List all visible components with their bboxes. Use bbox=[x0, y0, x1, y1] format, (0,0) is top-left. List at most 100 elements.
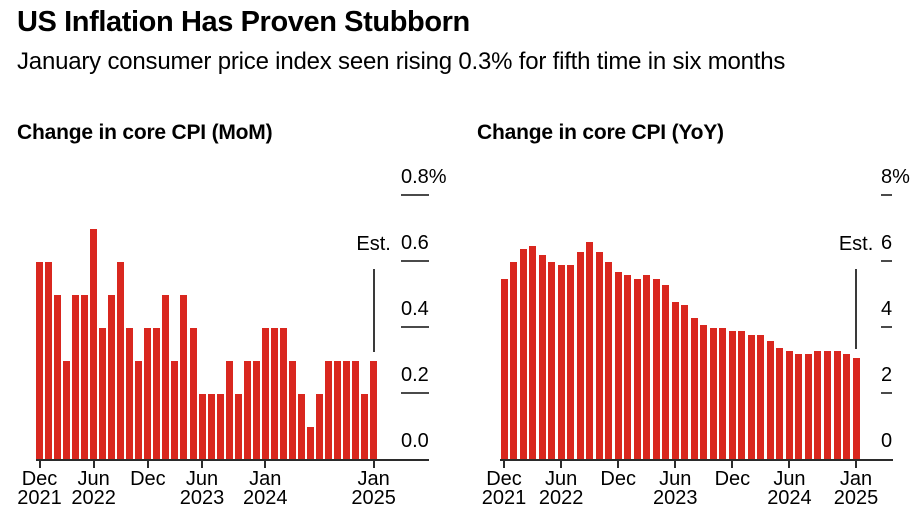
bar-apr-2023 bbox=[180, 295, 188, 460]
x-axis-label: Jun 2024 bbox=[749, 469, 829, 509]
y-axis-tick bbox=[401, 260, 429, 262]
y-axis-tick bbox=[401, 392, 429, 394]
bar-jun-2023 bbox=[198, 394, 206, 460]
bar-mar-2022 bbox=[63, 361, 71, 460]
x-axis-label-month: Dec bbox=[21, 468, 58, 490]
bar-sep-2022 bbox=[117, 262, 125, 460]
estimate-label: Est. bbox=[838, 233, 874, 255]
y-axis-label: 4 bbox=[881, 298, 893, 320]
x-axis-label-month: Dec bbox=[130, 468, 166, 490]
bar-nov-2023 bbox=[719, 328, 727, 460]
x-axis-label: Jan 2024 bbox=[225, 468, 305, 507]
x-axis-tick bbox=[855, 461, 858, 468]
bar-dec-2024 bbox=[361, 394, 369, 460]
bar-dec-2023 bbox=[252, 361, 260, 460]
estimate-line bbox=[372, 269, 375, 352]
bar-sep-2023 bbox=[225, 361, 233, 460]
bar-dec-2022 bbox=[614, 271, 622, 460]
bar-sep-2024 bbox=[333, 361, 341, 460]
x-axis-label: Dec bbox=[692, 468, 772, 490]
right-chart-title: Change in core CPI (YoY) bbox=[477, 121, 724, 144]
x-axis-label-year: 2023 bbox=[653, 486, 698, 509]
bar-jan-2024 bbox=[738, 331, 746, 460]
bar-jan-2024 bbox=[261, 328, 269, 460]
x-axis-label-year: 2021 bbox=[17, 486, 62, 509]
bar-jul-2024 bbox=[315, 394, 323, 460]
x-axis-tick bbox=[503, 461, 505, 468]
bar-feb-2022 bbox=[54, 295, 62, 460]
bar-aug-2022 bbox=[576, 252, 584, 460]
bar-jun-2024 bbox=[785, 351, 793, 460]
x-axis-tick bbox=[788, 461, 791, 468]
x-axis-line bbox=[35, 459, 429, 461]
y-axis-label: 0.4 bbox=[401, 298, 429, 320]
bar-mar-2024 bbox=[279, 328, 287, 460]
bar-may-2024 bbox=[776, 347, 784, 460]
x-axis-tick bbox=[617, 461, 620, 468]
bar-jan-2025 bbox=[852, 357, 860, 460]
bar-mar-2024 bbox=[757, 334, 765, 460]
x-axis-label: Jun 2023 bbox=[162, 468, 242, 509]
bar-mar-2023 bbox=[171, 361, 179, 460]
y-axis-label: 8% bbox=[881, 166, 910, 188]
bar-jan-2025 bbox=[370, 361, 378, 460]
bar-jun-2022 bbox=[90, 229, 98, 460]
x-axis-label: Jun 2022 bbox=[54, 468, 134, 507]
bar-aug-2022 bbox=[108, 295, 116, 460]
x-axis-label: Dec 2021 bbox=[0, 468, 80, 509]
x-axis-label-month: Jun bbox=[185, 468, 219, 490]
bar-oct-2024 bbox=[343, 361, 351, 460]
bar-apr-2022 bbox=[72, 295, 80, 460]
bar-aug-2024 bbox=[804, 354, 812, 460]
bar-jul-2022 bbox=[567, 265, 575, 460]
x-axis-label-year: 2023 bbox=[179, 486, 225, 509]
y-axis-label: 0.2 bbox=[401, 364, 429, 386]
bar-oct-2022 bbox=[595, 252, 603, 460]
estimate-label: Est. bbox=[356, 233, 391, 255]
bar-aug-2023 bbox=[216, 394, 224, 460]
bar-feb-2022 bbox=[519, 248, 527, 460]
x-axis-tick bbox=[201, 461, 204, 468]
page-subtitle: January consumer price index seen rising… bbox=[17, 48, 786, 75]
bar-may-2024 bbox=[297, 394, 305, 460]
bar-jun-2023 bbox=[671, 301, 679, 460]
bar-may-2022 bbox=[81, 295, 89, 460]
y-axis-tick bbox=[401, 326, 429, 328]
x-axis-label-year: 2025 bbox=[833, 486, 879, 509]
x-axis-label-month: Jan bbox=[249, 468, 282, 490]
bar-dec-2021 bbox=[36, 262, 43, 460]
x-axis-label-month: Jan bbox=[839, 468, 873, 490]
x-axis-label: Jan 2025 bbox=[334, 468, 414, 507]
x-axis-label-month: Jan bbox=[357, 468, 390, 490]
bar-may-2022 bbox=[548, 262, 556, 460]
bar-nov-2024 bbox=[833, 351, 841, 460]
x-axis-tick bbox=[674, 461, 677, 468]
y-axis-label: 2 bbox=[881, 364, 893, 386]
x-axis-label-month: Dec bbox=[714, 468, 751, 490]
x-axis-label-month: Jun bbox=[544, 468, 578, 490]
x-axis-label: Dec bbox=[578, 469, 658, 488]
bar-nov-2023 bbox=[243, 361, 251, 460]
x-axis-label-year: 2024 bbox=[767, 486, 812, 509]
x-axis-label-month: Jun bbox=[77, 468, 110, 490]
y-axis-label: 0.0 bbox=[401, 430, 429, 452]
bar-jul-2023 bbox=[207, 394, 215, 460]
bar-may-2023 bbox=[662, 285, 670, 460]
bar-jun-2024 bbox=[306, 427, 314, 460]
x-axis-label: Jun 2023 bbox=[635, 469, 715, 509]
bar-sep-2024 bbox=[814, 351, 822, 460]
x-axis-tick bbox=[372, 461, 375, 468]
bar-feb-2024 bbox=[747, 334, 755, 460]
bar-jan-2022 bbox=[45, 262, 53, 460]
bar-aug-2024 bbox=[324, 361, 332, 460]
bar-feb-2023 bbox=[162, 295, 170, 460]
bar-jul-2022 bbox=[99, 328, 107, 460]
y-axis-label: 0 bbox=[881, 430, 893, 452]
bar-oct-2022 bbox=[126, 328, 134, 460]
y-axis-label: 0.6 bbox=[401, 232, 429, 254]
bar-nov-2024 bbox=[352, 361, 360, 460]
bar-jan-2023 bbox=[153, 328, 161, 460]
bar-dec-2022 bbox=[144, 328, 152, 460]
y-axis-tick bbox=[881, 194, 892, 196]
